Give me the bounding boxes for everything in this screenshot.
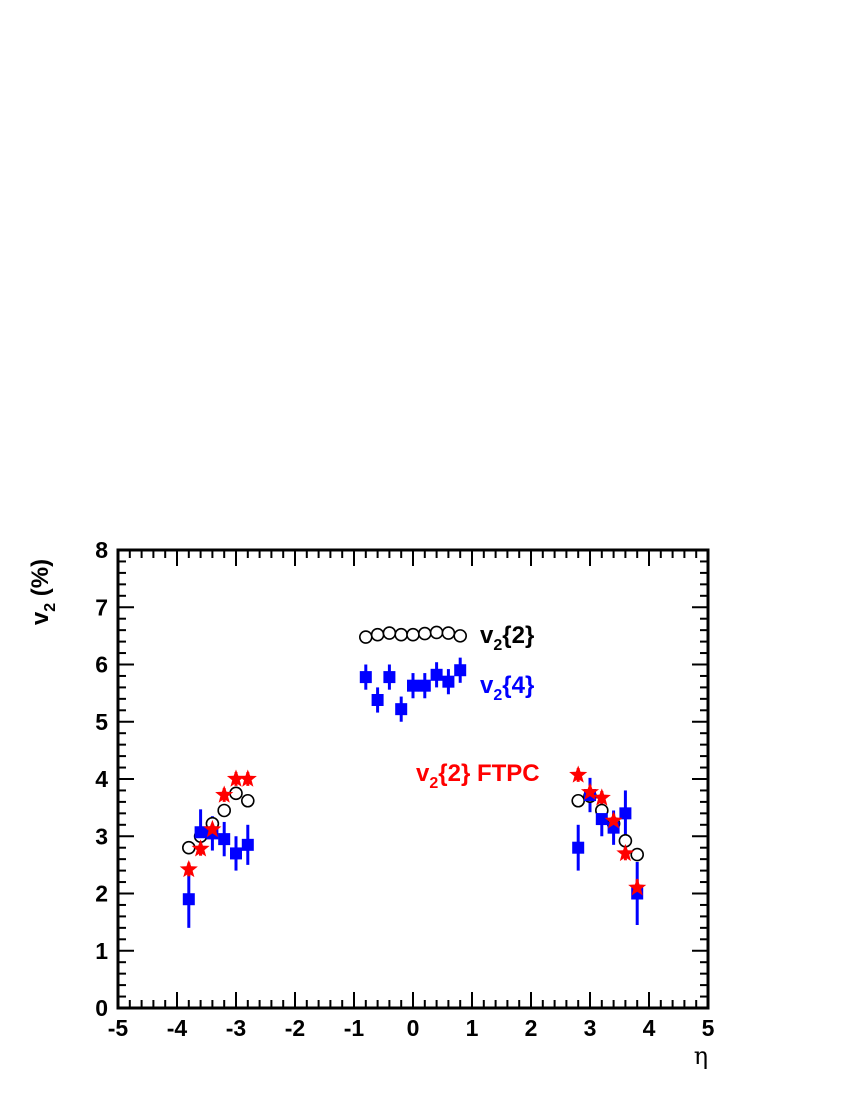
point-v2-2: [241, 793, 255, 808]
point-v2-4: [230, 847, 242, 860]
point-v2-2-ftpc: [191, 839, 210, 857]
point-v2-2: [382, 626, 397, 640]
y-tick-label: 6: [95, 652, 108, 678]
point-v2-2: [441, 626, 456, 640]
point-v2-4: [619, 807, 632, 820]
y-tick-label: 8: [95, 537, 108, 563]
point-v2-2: [453, 629, 468, 643]
point-v2-2-ftpc: [604, 811, 623, 829]
y-tick-label: 2: [95, 881, 108, 907]
legend-v2-2: v2{2}: [480, 622, 534, 654]
tick-labels: -5 -4 -3 -2 -1 0 1 2 3 4 5 0 1 2 3 4 5 6 7 8: [95, 537, 714, 1041]
point-v2-2-ftpc: [203, 819, 222, 838]
point-v2-2: [217, 803, 231, 818]
x-tick-label: -2: [285, 1015, 305, 1041]
point-v2-2: [406, 627, 420, 642]
x-tick-label: -4: [167, 1015, 188, 1041]
error-bars: [187, 657, 639, 928]
data-markers: [179, 625, 647, 906]
x-tick-label: -5: [108, 1015, 129, 1041]
point-v2-2: [630, 847, 645, 862]
y-tick-label: 7: [95, 594, 108, 620]
y-tick-label: 1: [95, 938, 108, 964]
x-tick-label: -1: [344, 1015, 365, 1041]
point-v2-2-ftpc: [580, 782, 600, 800]
y-tick-label: 0: [95, 995, 108, 1021]
point-v2-2-ftpc: [179, 859, 198, 878]
point-v2-2: [394, 627, 409, 642]
point-v2-4: [407, 679, 419, 692]
x-tick-label: -3: [226, 1015, 246, 1041]
point-v2-4: [383, 671, 396, 684]
point-v2-4: [418, 679, 431, 692]
x-tick-label: 4: [643, 1015, 656, 1041]
x-tick-label: 3: [584, 1015, 597, 1041]
point-v2-4: [371, 693, 384, 706]
point-v2-2-ftpc: [569, 765, 588, 783]
legend-v2-4: v2{4}: [480, 672, 534, 704]
point-v2-2-ftpc: [238, 769, 257, 787]
point-v2-2: [229, 786, 243, 801]
axis-ticks: [117, 549, 709, 1009]
point-v2-2: [182, 840, 196, 855]
x-tick-label: 1: [466, 1015, 479, 1041]
y-tick-label: 5: [95, 709, 108, 735]
y-tick-label: 3: [95, 823, 108, 849]
point-v2-2: [358, 630, 373, 644]
y-axis-title: v2 (%): [27, 559, 59, 625]
point-v2-4: [454, 664, 467, 677]
x-axis-title: η: [694, 1042, 708, 1070]
point-v2-4: [395, 703, 408, 716]
point-v2-2: [571, 793, 586, 808]
point-v2-4: [182, 893, 195, 906]
y-tick-label: 4: [95, 766, 108, 792]
point-v2-2: [370, 627, 385, 642]
point-v2-4: [359, 671, 372, 684]
point-v2-4: [442, 675, 455, 688]
point-v2-4: [430, 668, 443, 681]
point-v2-2-ftpc: [215, 785, 234, 803]
point-v2-2-ftpc: [616, 843, 635, 862]
point-v2-2-ftpc: [628, 878, 647, 896]
x-tick-label: 2: [525, 1015, 538, 1041]
point-v2-4: [241, 838, 254, 851]
x-tick-label: 5: [702, 1015, 715, 1041]
point-v2-4: [218, 833, 231, 846]
point-v2-2-ftpc: [226, 769, 246, 787]
plot-frame: [116, 548, 710, 1010]
x-tick-label: 0: [407, 1015, 420, 1041]
point-v2-4: [194, 826, 207, 839]
point-v2-4: [595, 813, 608, 826]
point-v2-4: [572, 841, 585, 854]
point-v2-2-ftpc: [592, 788, 611, 806]
legend-v2-2-ftpc: v2{2} FTPC: [416, 760, 540, 792]
point-v2-2: [429, 625, 444, 640]
point-v2-2: [417, 626, 432, 641]
